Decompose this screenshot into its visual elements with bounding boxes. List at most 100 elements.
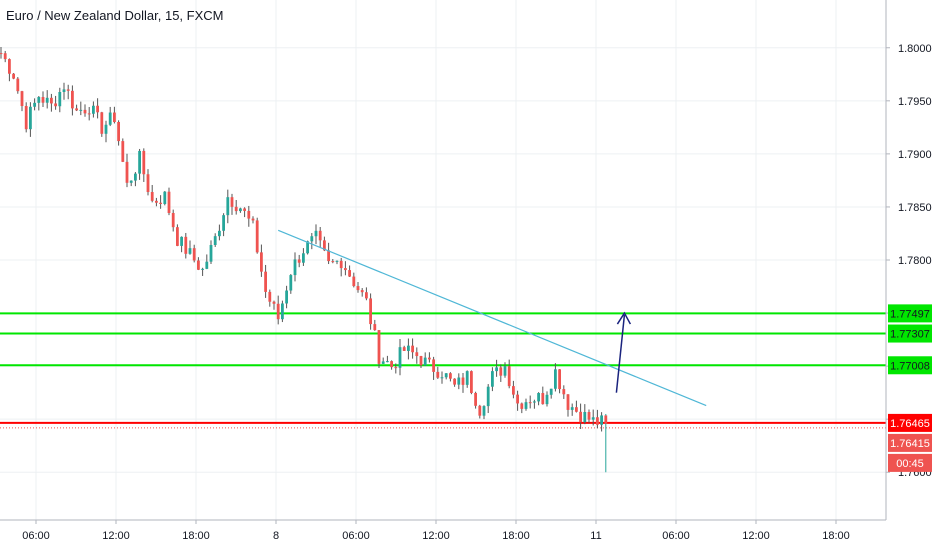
candle-body [239, 208, 242, 212]
candle-body [142, 150, 146, 175]
time-tick-label: 18:00 [502, 530, 530, 542]
candle-body [470, 371, 473, 393]
level-price-badge [888, 324, 932, 343]
price-tick-label: 1.79000 [898, 149, 932, 161]
drawings[interactable] [277, 229, 707, 407]
candle-body [545, 394, 549, 405]
candle-body [335, 260, 339, 262]
candle-body [100, 112, 104, 134]
time-tick-label: 18:00 [182, 530, 210, 542]
candle-body [197, 260, 200, 270]
candle-body [474, 392, 477, 406]
candle-body [20, 91, 24, 107]
candle-body [302, 253, 305, 263]
candle-body [520, 403, 524, 409]
candle-body [155, 200, 158, 203]
arrow-head [616, 311, 632, 325]
candle-body [457, 377, 461, 385]
chart-grid [0, 0, 886, 520]
candlestick-series [0, 46, 608, 473]
trendline[interactable] [277, 229, 707, 407]
countdown-label: 00:45 [896, 458, 924, 470]
candle-body [180, 236, 183, 246]
arrow-line[interactable] [615, 314, 626, 393]
candle-body [255, 220, 259, 253]
candle-body [138, 150, 141, 174]
candle-body [591, 417, 595, 420]
level-price-badge [888, 356, 932, 375]
candle-body [369, 298, 372, 325]
candle-body [50, 97, 53, 104]
candle-body [213, 236, 217, 245]
candle-body [465, 371, 469, 385]
candle-body [184, 236, 188, 254]
candle-body [327, 250, 330, 262]
candle-body [188, 248, 192, 254]
candle-body [386, 361, 389, 363]
candle-body [146, 174, 150, 193]
candle-body [436, 371, 440, 378]
candle-body [579, 411, 582, 423]
candle-body [339, 260, 343, 269]
level-price-label: 1.77497 [890, 308, 930, 320]
candle-body [512, 386, 515, 395]
time-tick-label: 8 [273, 530, 279, 542]
candle-body [604, 415, 608, 424]
candle-body [163, 191, 167, 204]
candle-body [566, 394, 570, 410]
candle-body [121, 141, 125, 162]
candle-body [0, 53, 3, 55]
time-tick-label: 11 [590, 530, 601, 542]
candle-body [83, 109, 87, 114]
candle-body [58, 91, 62, 107]
candle-body [134, 173, 137, 181]
price-tick-label: 1.80000 [898, 43, 932, 55]
candle-body [440, 377, 444, 379]
chart-title: Euro / New Zealand Dollar, 15, FXCM [6, 8, 224, 23]
time-tick-label: 18:00 [822, 530, 850, 542]
candle-body [251, 218, 255, 221]
candle-body [29, 106, 32, 130]
time-axis[interactable]: 06:00 12:00 18:00 8 06:00 12:00 18:00 11 06:00 12… [22, 520, 850, 542]
candle-body [402, 347, 406, 351]
candle-body [398, 347, 402, 368]
candle-body [159, 202, 162, 204]
candle-body [285, 290, 288, 304]
price-tick-label: 1.79500 [898, 96, 932, 108]
candle-body [583, 412, 587, 423]
candle-body [549, 388, 553, 395]
time-tick-label: 12:00 [422, 530, 450, 542]
candle-body [113, 112, 116, 123]
candle-body [71, 90, 74, 109]
candle-body [533, 401, 536, 403]
candle-body [268, 291, 272, 302]
price-axis[interactable]: 1.800001.795001.790001.785001.780001.775… [886, 43, 932, 479]
candle-body [96, 105, 99, 113]
candle-body [524, 402, 528, 409]
candle-body [377, 330, 381, 364]
candle-body [570, 407, 574, 410]
candle-body [117, 122, 120, 142]
candle-body [272, 301, 276, 304]
candle-body [453, 378, 456, 385]
candle-body [297, 259, 301, 263]
candle-body [16, 78, 20, 92]
candle-body [209, 244, 213, 262]
candle-body [306, 241, 309, 254]
candle-body [62, 89, 66, 92]
candle-body [264, 271, 267, 292]
candle-body [8, 59, 11, 74]
candle-body [129, 180, 133, 183]
horizontal-levels[interactable] [0, 312, 886, 429]
candle-body [201, 268, 204, 270]
candle-body [318, 230, 322, 241]
candle-body [423, 357, 427, 366]
candle-body [260, 252, 263, 272]
candle-body [482, 406, 486, 416]
candle-body [587, 412, 591, 420]
candle-body [247, 210, 251, 219]
candle-body [37, 97, 41, 103]
candle-body [461, 377, 465, 385]
level-price-badge [888, 304, 932, 323]
